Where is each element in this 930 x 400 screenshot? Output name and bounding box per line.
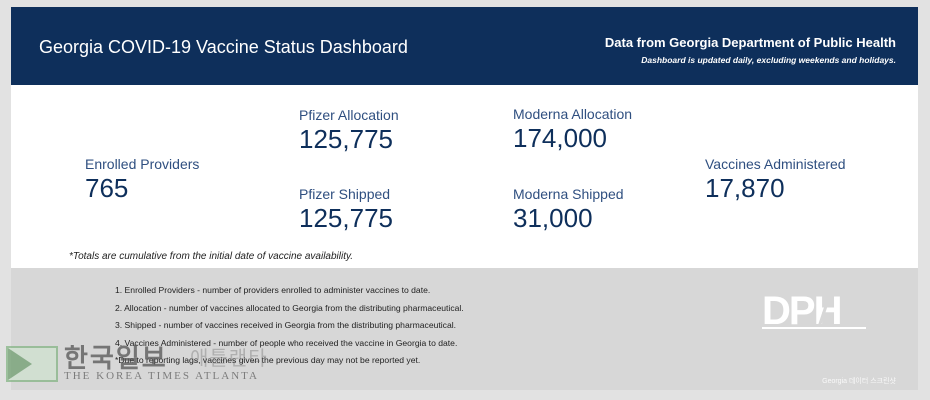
stat-label: Pfizer Shipped (299, 186, 391, 202)
dph-logo-icon: DPH (762, 287, 866, 333)
definitions-panel: 1. Enrolled Providers - number of provid… (11, 268, 918, 390)
stat-pfizer-shipped: Pfizer Shipped 125,775 (299, 186, 393, 234)
stat-value: 17,870 (705, 173, 785, 203)
watermark-korean: 한국일보 (64, 343, 168, 373)
stat-label: Vaccines Administered (705, 156, 846, 172)
stat-label: Moderna Shipped (513, 186, 624, 202)
stat-value: 31,000 (513, 203, 593, 233)
definition-item: *Due to reporting lags, vaccines given t… (115, 355, 421, 365)
definitions-list: 1. Enrolled Providers - number of provid… (115, 282, 464, 370)
watermark: 한국일보 애틀랜타 THE KOREA TIMES ATLANTA (6, 343, 306, 390)
stat-label: Pfizer Allocation (299, 107, 399, 123)
stat-value: 765 (85, 173, 129, 203)
cumulative-footnote: *Totals are cumulative from the initial … (69, 251, 354, 262)
definition-item: 1. Enrolled Providers - number of provid… (115, 285, 431, 295)
stat-value: 125,775 (299, 124, 393, 154)
image-credit: Georgia 데이터 스크린샷 (822, 378, 896, 385)
stat-pfizer-allocation: Pfizer Allocation 125,775 (299, 107, 399, 155)
korea-times-flag-icon (6, 346, 58, 382)
stat-moderna-shipped: Moderna Shipped 31,000 (513, 186, 624, 234)
definition-item: 3. Shipped - number of vaccines received… (115, 320, 457, 330)
stat-vaccines-administered: Vaccines Administered 17,870 (705, 156, 846, 204)
dashboard-title: Georgia COVID-19 Vaccine Status Dashboar… (39, 37, 408, 57)
stat-value: 174,000 (513, 123, 607, 153)
stat-enrolled-providers: Enrolled Providers 765 (85, 156, 199, 204)
definition-item: 4. Vaccines Administered - number of peo… (115, 337, 458, 348)
data-source: Data from Georgia Department of Public H… (604, 35, 896, 50)
watermark-korean-faded: 애틀랜타 (190, 348, 268, 370)
dashboard-frame: Georgia COVID-19 Vaccine Status Dashboar… (11, 7, 918, 390)
stat-label: Enrolled Providers (85, 156, 200, 172)
update-note: Dashboard is updated daily, excluding we… (641, 55, 896, 65)
watermark-english: THE KOREA TIMES ATLANTA (64, 370, 259, 382)
stat-label: Moderna Allocation (513, 106, 633, 122)
definition-item: 2. Allocation - number of vaccines alloc… (115, 302, 464, 313)
dashboard-header: Georgia COVID-19 Vaccine Status Dashboar… (11, 7, 918, 85)
stat-value: 125,775 (299, 203, 393, 233)
stat-moderna-allocation: Moderna Allocation 174,000 (513, 106, 632, 154)
